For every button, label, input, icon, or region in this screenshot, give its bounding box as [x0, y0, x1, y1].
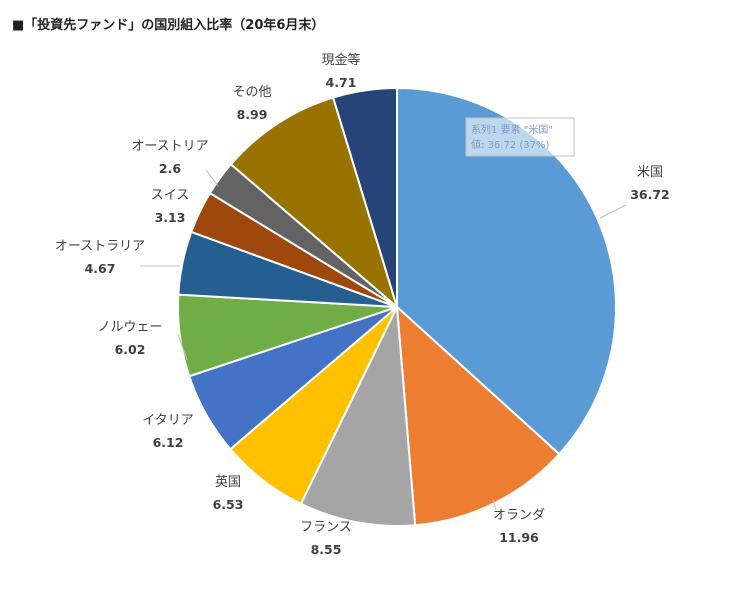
slice-label-name-0: 米国 [637, 165, 663, 180]
slice-label-value-4: 6.12 [153, 435, 184, 450]
slice-label-value-7: 3.13 [155, 210, 186, 225]
data-tooltip: 系列1 要素 "米国" 値: 36.72 (37%) [465, 117, 575, 157]
tooltip-line-1: 系列1 要素 "米国" [471, 123, 553, 136]
slice-label-name-5: ノルウェー [97, 320, 162, 335]
slice-label-name-1: オランダ [493, 508, 545, 523]
leader-line-8 [205, 169, 219, 187]
slice-label-value-9: 8.99 [237, 107, 268, 122]
pie-slice-2[interactable] [299, 303, 417, 527]
slice-label-value-1: 11.96 [499, 530, 539, 545]
pie-slice-10[interactable] [331, 86, 398, 308]
slice-label-name-8: オーストリア [131, 139, 208, 154]
slice-label-value-0: 36.72 [630, 187, 670, 202]
chart-title: ■「投資先ファンド」の国別組入比率（20年6月末） [12, 18, 325, 33]
leader-line-5 [177, 333, 188, 361]
slice-label-value-3: 6.53 [213, 497, 244, 512]
slice-label-value-2: 8.55 [311, 542, 342, 557]
slice-label-name-6: オーストラリア [55, 239, 145, 254]
pie-slice-9[interactable] [229, 96, 399, 311]
leader-line-0 [599, 204, 627, 219]
slice-label-name-2: フランス [300, 520, 352, 535]
slice-label-value-8: 2.6 [159, 161, 181, 176]
leader-line-1 [492, 499, 497, 511]
slice-label-value-10: 4.71 [326, 75, 357, 90]
slice-label-name-4: イタリア [142, 413, 193, 428]
slice-labels: 米国 36.72 オランダ 11.96 フランス 8.55 英国 6.53 イタリア 6.12 ノル… [55, 52, 670, 557]
slice-label-name-9: その他 [232, 85, 271, 100]
slice-label-value-6: 4.67 [85, 261, 116, 276]
pie-slices [177, 86, 617, 527]
tooltip-line-2: 値: 36.72 (37%) [471, 138, 549, 151]
slice-label-name-3: 英国 [215, 475, 241, 490]
pie-slice-0[interactable] [396, 86, 617, 456]
slice-label-name-7: スイス [151, 188, 190, 203]
slice-label-value-5: 6.02 [115, 342, 146, 357]
slice-label-name-10: 現金等 [321, 52, 360, 68]
leader-lines [140, 169, 627, 511]
